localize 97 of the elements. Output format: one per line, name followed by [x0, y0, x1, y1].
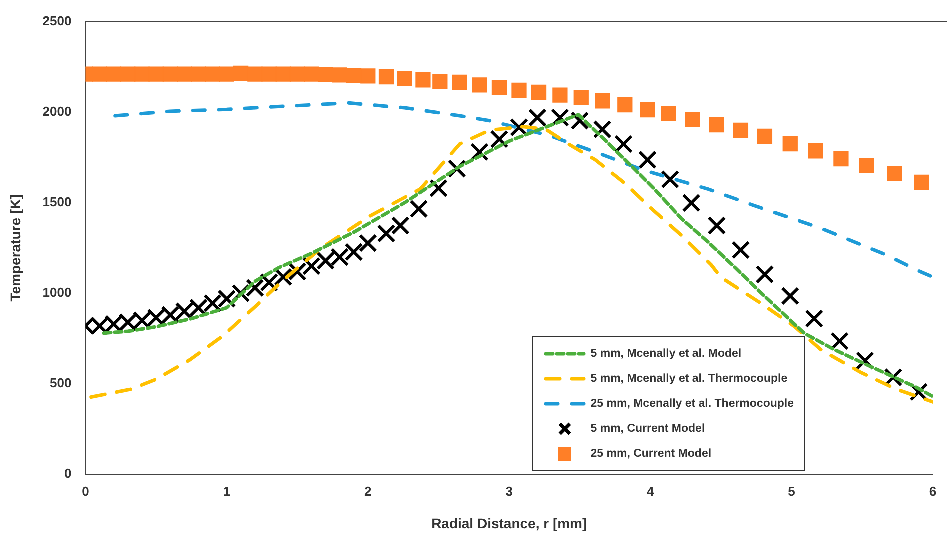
point: [288, 262, 307, 282]
point: [120, 66, 136, 82]
point: [708, 216, 726, 236]
point: [318, 67, 334, 82]
y-tick-label: 500: [50, 376, 72, 391]
point: [782, 136, 798, 152]
point: [410, 200, 428, 218]
point: [528, 108, 547, 128]
point: [661, 106, 676, 122]
point: [492, 80, 508, 96]
point: [161, 306, 180, 324]
point: [106, 66, 122, 82]
point: [732, 240, 750, 260]
point: [682, 194, 701, 212]
point: [147, 308, 166, 328]
point: [332, 68, 348, 83]
point: [805, 310, 824, 328]
point: [472, 78, 488, 93]
legend-label: 5 mm, Mcenally et al. Thermocouple: [590, 372, 788, 384]
x-tick-label: 6: [929, 484, 937, 499]
point: [618, 98, 633, 113]
point: [290, 66, 306, 82]
y-tick-label: 2500: [42, 13, 72, 28]
y-tick-label: 1500: [42, 194, 72, 210]
point: [490, 130, 509, 149]
point: [248, 66, 263, 82]
point: [219, 66, 235, 82]
point: [914, 174, 930, 190]
point: [358, 234, 378, 253]
point: [640, 102, 656, 118]
point: [512, 82, 527, 98]
point: [614, 134, 634, 154]
x-tick-label: 4: [646, 484, 655, 499]
point: [148, 66, 164, 82]
y-tick-label: 0: [64, 466, 72, 482]
point: [304, 66, 320, 82]
y-axis-title: Temperature [K]: [7, 194, 24, 302]
point: [429, 179, 448, 198]
point: [233, 66, 249, 81]
legend-label: 5 mm, Mcenally et al. Model: [590, 348, 742, 360]
point: [781, 286, 800, 306]
point: [709, 117, 725, 133]
point: [316, 252, 336, 270]
point: [830, 332, 850, 351]
point: [276, 66, 291, 82]
point: [344, 242, 364, 262]
point: [378, 69, 394, 85]
point: [685, 112, 701, 128]
point: [733, 122, 749, 138]
point: [531, 84, 547, 100]
point: [302, 257, 321, 276]
point: [162, 66, 178, 82]
point: [574, 90, 589, 106]
point: [808, 144, 824, 159]
legend-label: 5 mm, Current Model: [590, 422, 706, 434]
point: [593, 120, 612, 139]
x-tick-label: 1: [223, 484, 231, 499]
y-tick-label: 2000: [42, 104, 72, 119]
point: [346, 68, 362, 84]
point: [661, 170, 680, 189]
point: [594, 94, 610, 109]
point: [90, 316, 110, 336]
point: [360, 68, 376, 84]
x-axis-title: Radial Distance, r [mm]: [432, 515, 588, 532]
x-tick-label: 5: [788, 484, 796, 499]
point: [134, 66, 150, 82]
legend-label: 25 mm, Current Model: [590, 448, 712, 460]
line-series: [114, 101, 933, 279]
y-tick-label: 1000: [42, 285, 72, 300]
point: [92, 66, 108, 82]
point: [177, 66, 192, 82]
point: [638, 150, 658, 170]
point: [757, 128, 773, 144]
point: [834, 152, 849, 167]
point: [205, 66, 220, 82]
point: [452, 74, 468, 90]
point: [391, 216, 410, 236]
point: [887, 166, 902, 182]
legend-label: 25 mm, Mcenally et al. Thermocouple: [590, 398, 794, 410]
point: [175, 302, 194, 321]
point: [330, 248, 350, 267]
point: [118, 313, 138, 332]
point: [191, 66, 206, 82]
point: [432, 74, 448, 90]
point: [377, 224, 396, 243]
x-tick-label: 0: [82, 484, 90, 499]
x-tick-label: 2: [364, 484, 372, 499]
point: [246, 278, 264, 298]
point: [204, 294, 222, 313]
point: [756, 265, 774, 284]
x-tick-label: 3: [506, 484, 513, 499]
point: [397, 71, 412, 86]
point: [552, 88, 568, 103]
point: [416, 72, 431, 88]
point: [262, 66, 277, 82]
point: [859, 158, 874, 174]
point: [132, 311, 152, 330]
